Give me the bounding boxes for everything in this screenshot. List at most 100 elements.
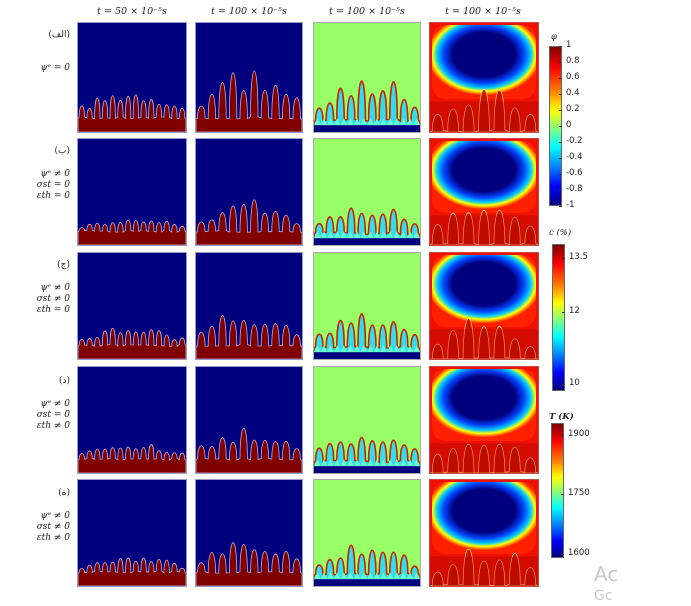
row-tag: (الف): [48, 30, 70, 40]
cold-region: [431, 254, 537, 328]
solid-dendrite-region: [78, 557, 186, 586]
row-condition: ψᵉ ≠ 0: [40, 169, 70, 179]
substrate-tooth: [333, 459, 341, 467]
substrate-tooth: [353, 231, 361, 239]
substrate-tooth: [353, 459, 361, 467]
substrate-tooth: [367, 345, 374, 353]
watermark-line-1: Ac: [594, 562, 619, 586]
substrate-tooth: [347, 572, 354, 580]
substrate-tooth: [320, 345, 328, 353]
colorbar-tick-mark: [559, 174, 562, 175]
hot-solid-region: [430, 443, 538, 473]
substrate-tooth: [406, 572, 414, 580]
substrate-tooth: [347, 345, 354, 353]
substrate-tooth: [314, 345, 321, 353]
row-tag: (ب): [54, 146, 70, 156]
row-label-4: (د) ψᵉ ≠ 0 σst = 0 εth ≠ 0: [0, 376, 70, 432]
row-condition: σst = 0: [36, 180, 70, 190]
colorbar-tick-label: 0.4: [566, 88, 580, 98]
substrate-tooth: [393, 231, 401, 239]
solid-dendrite-region: [196, 427, 302, 473]
phase-field-panel-r2: [77, 138, 187, 246]
colorbar-temperature-title: T (K): [549, 412, 574, 422]
row-condition: σst = 0: [36, 410, 70, 420]
column-title-4: t = 100 × 10⁻⁵s: [445, 6, 521, 17]
colorbar-tick-label: 1: [566, 40, 572, 50]
temperature-panel-r1: [429, 22, 539, 133]
substrate-tooth: [413, 459, 420, 467]
substrate-tooth: [386, 118, 394, 126]
substrate-tooth: [373, 459, 381, 467]
substrate-tooth: [353, 345, 361, 353]
solid-dendrite-region: [78, 94, 186, 132]
phase-field-panel-r3: [195, 252, 303, 360]
colorbar-tick-label: 0.8: [566, 56, 580, 66]
substrate-tooth: [333, 345, 341, 353]
substrate-tooth: [333, 118, 341, 126]
substrate-tooth: [400, 459, 407, 467]
substrate-tooth: [320, 118, 328, 126]
substrate-tooth: [386, 345, 394, 353]
row-condition: ψᵉ ≠ 0: [40, 511, 70, 521]
substrate-tooth: [400, 118, 407, 126]
substrate-tooth: [327, 572, 334, 580]
colorbar-tick-label: 0.6: [566, 72, 580, 82]
substrate-tooth: [406, 118, 414, 126]
substrate-tooth: [360, 345, 367, 353]
row-condition: ψᵉ ≠ 0: [40, 399, 70, 409]
substrate-tooth: [393, 572, 401, 580]
temperature-panel-r3: [429, 252, 539, 360]
row-condition: ψᵉ ≠ 0: [40, 283, 70, 293]
solid-dendrite-region: [78, 219, 186, 245]
row-label-2: (ب) ψᵉ ≠ 0 σst = 0 εth = 0: [0, 146, 70, 202]
colorbar-temperature: [551, 423, 564, 558]
hot-solid-region: [430, 318, 538, 359]
colorbar-tick-mark: [561, 434, 564, 436]
liquid-channel-region: [314, 437, 420, 473]
substrate-tooth: [347, 459, 354, 467]
colorbar-tick-label: -0.8: [566, 184, 583, 194]
phase-field-panel-r5: [77, 479, 187, 587]
row-condition: εth ≠ 0: [36, 533, 70, 543]
substrate-tooth: [353, 118, 361, 126]
substrate-tooth: [380, 345, 387, 353]
substrate-tooth: [314, 572, 321, 580]
cold-region: [431, 481, 537, 555]
solid-dendrite-region: [196, 199, 302, 245]
phase-field-panel-r4: [77, 366, 187, 474]
solid-dendrite-region: [78, 327, 186, 359]
liquid-channel-region: [314, 313, 420, 359]
colorbar-tick-label: 1900: [568, 428, 590, 439]
substrate-tooth: [347, 118, 354, 126]
column-title-1: t = 50 × 10⁻⁵s: [97, 6, 167, 17]
substrate-tooth: [393, 118, 401, 126]
substrate-tooth: [340, 459, 348, 467]
phase-field-panel-r2: [195, 138, 303, 246]
substrate-tooth: [360, 231, 367, 239]
row-tag: (ه): [58, 488, 70, 498]
row-label-5: (ه) ψᵉ ≠ 0 σst ≠ 0 εth ≠ 0: [0, 488, 70, 544]
phase-field-panel-r4: [195, 366, 303, 474]
substrate-tooth: [400, 231, 407, 239]
solid-dendrite-region: [196, 70, 302, 132]
liquid-channel-region: [314, 80, 420, 132]
substrate-tooth: [386, 572, 394, 580]
substrate-tooth: [367, 572, 374, 580]
substrate-tooth: [406, 231, 414, 239]
temperature-panel-r5: [429, 479, 539, 587]
row-tag: (ج): [57, 260, 70, 270]
substrate-tooth: [367, 459, 374, 467]
colorbar-phi-title: φ: [551, 32, 557, 42]
temperature-panel-r4: [429, 366, 539, 474]
solid-dendrite-region: [78, 444, 186, 473]
substrate-tooth: [314, 118, 321, 126]
substrate-tooth: [333, 231, 341, 239]
substrate-tooth: [380, 572, 387, 580]
substrate-tooth: [320, 459, 328, 467]
phase-field-panel-r1: [77, 22, 187, 133]
row-condition: εth = 0: [36, 191, 70, 201]
column-title-3: t = 100 × 10⁻⁵s: [329, 6, 405, 17]
column-title-2: t = 100 × 10⁻⁵s: [211, 6, 287, 17]
substrate-tooth: [406, 345, 414, 353]
substrate-tooth: [327, 459, 334, 467]
